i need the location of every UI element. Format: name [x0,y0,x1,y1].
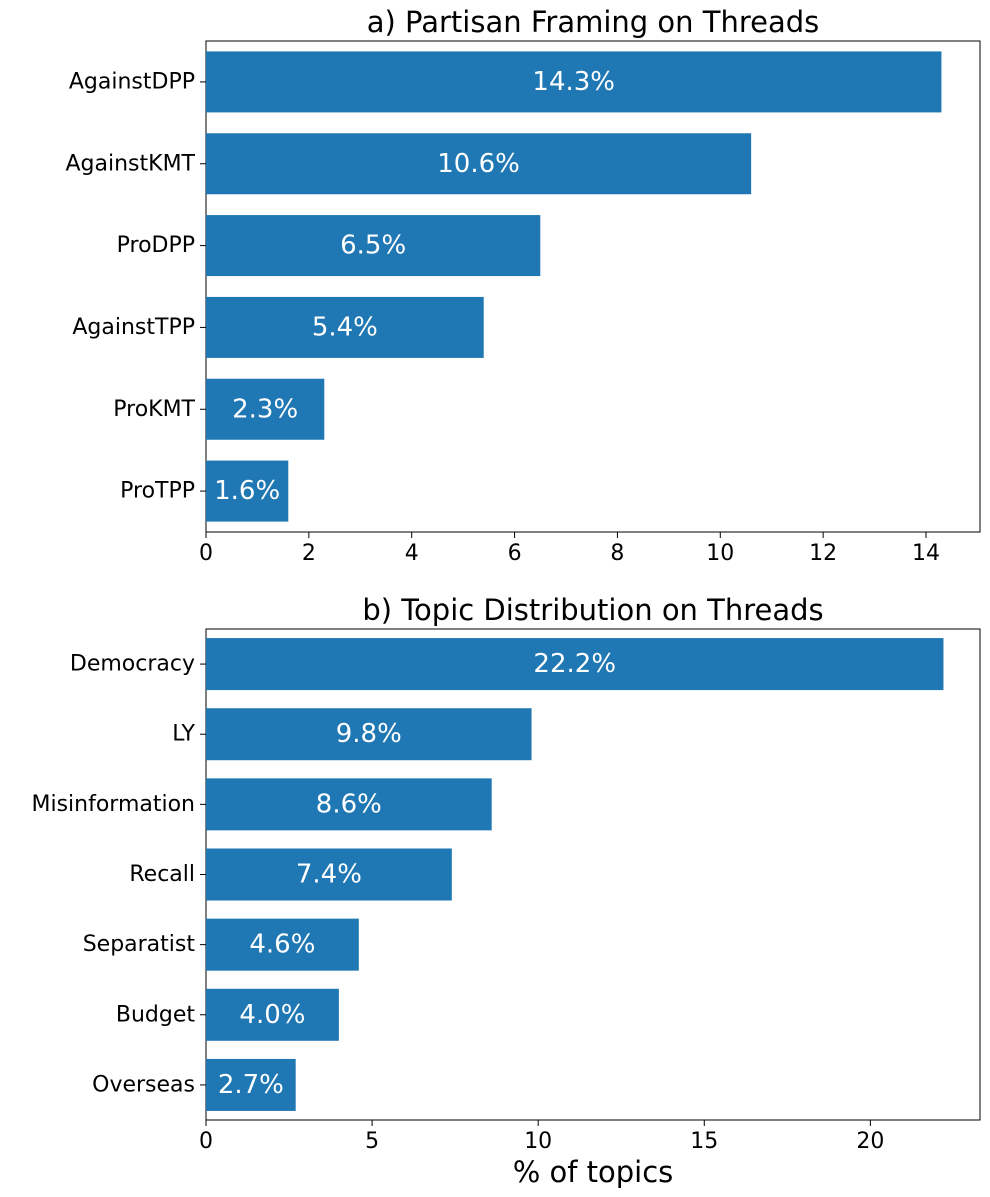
x-tick-label: 4 [405,541,419,566]
bar-prokmt [206,378,325,440]
x-tick-label: 10 [706,541,734,566]
y-tick-label-separatist: Separatist [83,932,196,957]
data-label-againstkmt: 10.6% [437,149,520,179]
bar-againstkmt [206,133,752,195]
x-tick-label: 14 [912,541,940,566]
x-tick-label: 6 [508,541,522,566]
data-label-againsttpp: 5.4% [312,312,378,342]
bar-budget [206,988,339,1041]
y-tick-label-againstdpp: AgainstDPP [69,69,195,94]
bar-prodpp [206,215,541,277]
y-tick-label-againstkmt: AgainstKMT [66,151,196,176]
y-tick-label-prokmt: ProKMT [113,397,195,422]
y-tick-label-protpp: ProTPP [120,479,195,504]
chart-b-title: b) Topic Distribution on Threads [362,593,823,627]
chart-a-title: a) Partisan Framing on Threads [367,5,820,39]
x-tick-label: 0 [199,1129,213,1154]
data-label-ly: 9.8% [336,719,402,749]
chart-b-y-axis: Democracy LY Misinformation Recall Separatis… [31,652,206,1097]
chart-a-x-axis: 0 2 4 6 8 10 12 14 [199,532,940,566]
y-tick-label-misinformation: Misinformation [31,792,195,817]
chart-a-partisan-framing: a) Partisan Framing on Threads 14.3% 10.6… [66,5,981,566]
data-label-democracy: 22.2% [533,649,616,679]
data-label-overseas: 2.7% [218,1070,284,1100]
data-label-misinformation: 8.6% [316,789,382,819]
y-tick-label-budget: Budget [116,1002,196,1027]
data-label-prokmt: 2.3% [232,394,298,424]
x-tick-label: 20 [856,1129,884,1154]
y-tick-label-prodpp: ProDPP [117,233,195,258]
chart-b-bars: 22.2% 9.8% 8.6% 7.4% 4.6% 4.0% 2.7% [206,638,944,1111]
data-label-budget: 4.0% [239,1000,305,1030]
chart-a-plot-area [205,40,981,533]
data-label-recall: 7.4% [296,860,362,890]
x-tick-label: 8 [610,541,624,566]
chart-b-x-axis-label: % of topics [513,1155,674,1189]
y-tick-label-democracy: Democracy [70,652,195,677]
data-label-separatist: 4.6% [249,930,315,960]
bar-separatist [206,918,359,971]
y-tick-label-ly: LY [172,722,195,747]
y-tick-label-againsttpp: AgainstTPP [72,315,195,340]
bar-overseas [206,1058,296,1111]
x-tick-label: 12 [809,541,837,566]
bar-againsttpp [206,296,484,358]
data-label-againstdpp: 14.3% [532,67,615,97]
bar-ly [206,708,532,761]
chart-b-x-axis: 0 5 10 15 20 [199,1120,884,1154]
data-label-protpp: 1.6% [214,476,280,506]
bar-misinformation [206,778,492,831]
chart-a-y-axis: AgainstDPP AgainstKMT ProDPP AgainstTPP ProK… [66,69,206,504]
x-tick-label: 10 [524,1129,552,1154]
bar-recall [206,848,452,901]
y-tick-label-overseas: Overseas [92,1072,195,1097]
x-tick-label: 15 [690,1129,718,1154]
bar-againstdpp [206,51,942,113]
chart-b-topic-distribution: b) Topic Distribution on Threads 22.2% 9.… [31,593,981,1189]
data-label-prodpp: 6.5% [340,231,406,261]
x-tick-label: 0 [199,541,213,566]
chart-a-bars: 14.3% 10.6% 6.5% 5.4% 2.3% 1.6% [206,51,942,522]
bar-democracy [206,638,944,691]
y-tick-label-recall: Recall [129,862,195,887]
x-tick-label: 5 [365,1129,379,1154]
x-tick-label: 2 [302,541,316,566]
bar-protpp [206,460,289,522]
